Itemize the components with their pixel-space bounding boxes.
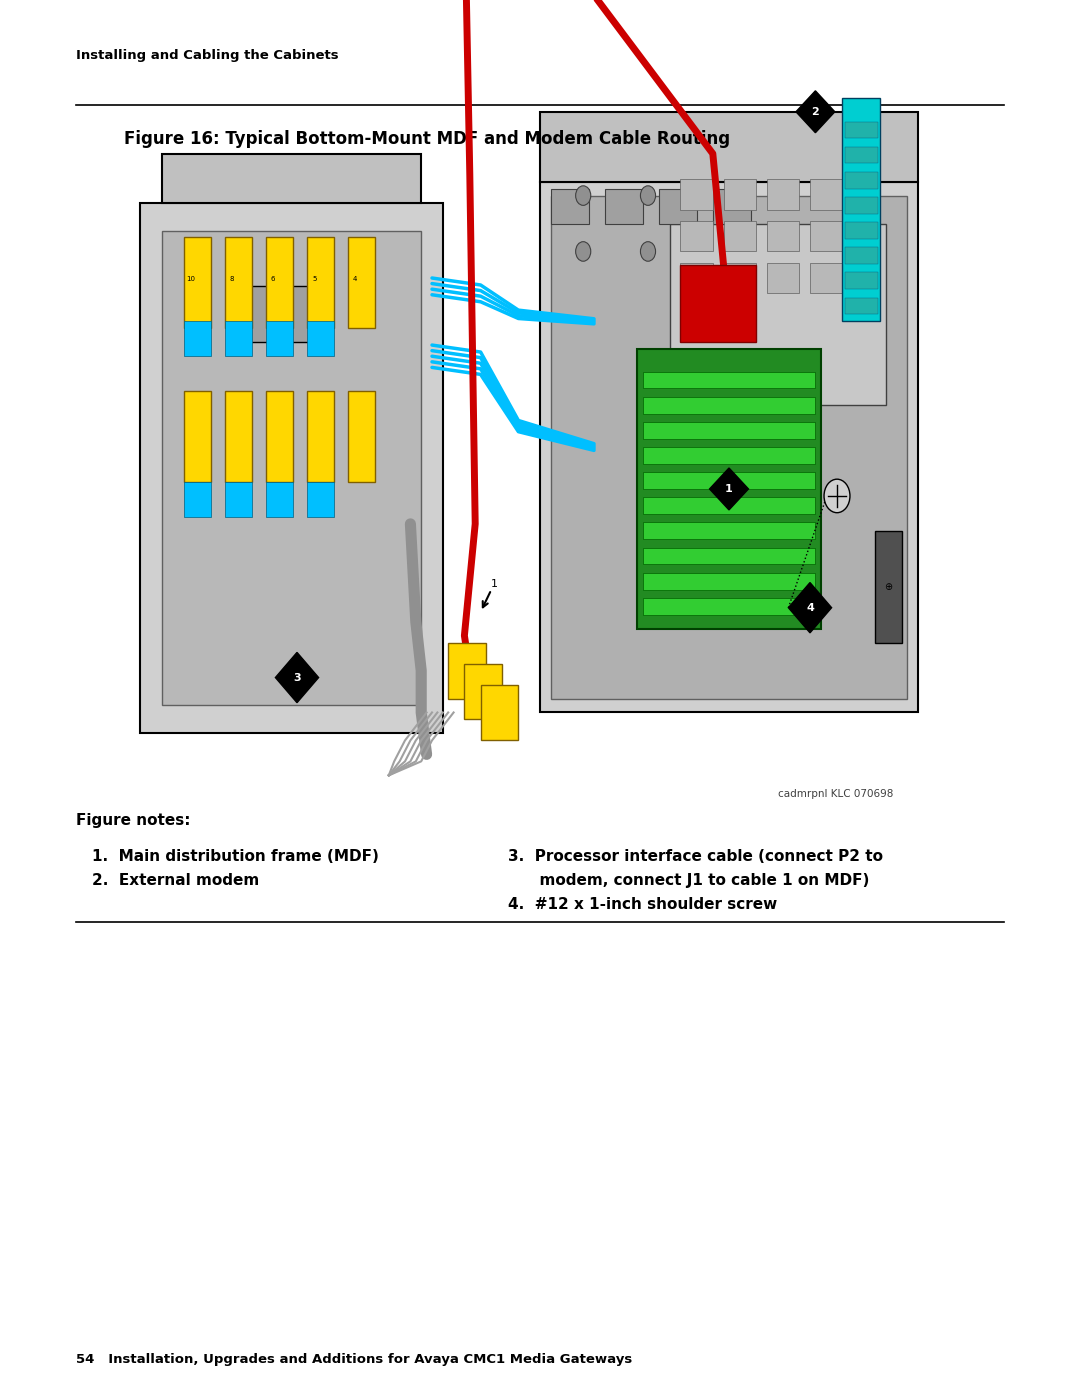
Polygon shape bbox=[796, 91, 835, 133]
Bar bbox=[448, 643, 486, 698]
Bar bbox=[551, 189, 589, 224]
Text: 1.  Main distribution frame (MDF): 1. Main distribution frame (MDF) bbox=[92, 849, 379, 865]
Bar bbox=[225, 237, 252, 328]
Bar bbox=[643, 472, 815, 489]
Ellipse shape bbox=[643, 517, 697, 573]
Bar bbox=[724, 263, 756, 293]
Text: 2.  External modem: 2. External modem bbox=[92, 873, 259, 888]
Polygon shape bbox=[710, 468, 748, 510]
Bar bbox=[643, 548, 815, 564]
Bar bbox=[643, 522, 815, 539]
Circle shape bbox=[640, 242, 656, 261]
Bar bbox=[643, 573, 815, 590]
Text: 4: 4 bbox=[353, 277, 357, 282]
Text: 3: 3 bbox=[293, 672, 301, 683]
Text: 4: 4 bbox=[806, 602, 814, 613]
Text: cadmrpnl KLC 070698: cadmrpnl KLC 070698 bbox=[778, 789, 893, 799]
Bar bbox=[348, 237, 375, 328]
Bar bbox=[810, 221, 842, 251]
Bar bbox=[845, 298, 878, 314]
Bar bbox=[184, 237, 211, 328]
Text: 10: 10 bbox=[187, 277, 195, 282]
Text: 5: 5 bbox=[312, 277, 316, 282]
Bar bbox=[845, 172, 878, 189]
Text: 2: 2 bbox=[811, 106, 820, 117]
Bar bbox=[643, 497, 815, 514]
Text: 8: 8 bbox=[230, 277, 234, 282]
Bar bbox=[307, 482, 334, 517]
Text: 1: 1 bbox=[491, 578, 498, 590]
Text: 4.  #12 x 1-inch shoulder screw: 4. #12 x 1-inch shoulder screw bbox=[508, 897, 777, 912]
Bar bbox=[184, 482, 211, 517]
Bar bbox=[680, 179, 713, 210]
Bar bbox=[845, 147, 878, 163]
Bar bbox=[810, 179, 842, 210]
Bar bbox=[540, 182, 918, 712]
Bar bbox=[307, 391, 334, 482]
Text: Installing and Cabling the Cabinets: Installing and Cabling the Cabinets bbox=[76, 49, 338, 61]
Text: modem, connect J1 to cable 1 on MDF): modem, connect J1 to cable 1 on MDF) bbox=[508, 873, 869, 888]
Bar bbox=[670, 224, 886, 405]
Text: Figure 16: Typical Bottom-Mount MDF and Modem Cable Routing: Figure 16: Typical Bottom-Mount MDF and … bbox=[124, 130, 730, 148]
Bar bbox=[875, 531, 902, 643]
Bar bbox=[140, 203, 443, 733]
Bar bbox=[643, 447, 815, 464]
Bar bbox=[659, 189, 697, 224]
Bar bbox=[248, 286, 313, 342]
Bar bbox=[643, 598, 815, 615]
Bar bbox=[724, 221, 756, 251]
Bar bbox=[266, 482, 293, 517]
Circle shape bbox=[824, 479, 850, 513]
Bar bbox=[767, 263, 799, 293]
Bar bbox=[643, 397, 815, 414]
Bar bbox=[551, 196, 907, 698]
Bar bbox=[266, 237, 293, 328]
Bar bbox=[184, 391, 211, 482]
Bar bbox=[680, 221, 713, 251]
Bar bbox=[162, 154, 421, 203]
Bar bbox=[845, 197, 878, 214]
Bar bbox=[767, 221, 799, 251]
Bar bbox=[845, 247, 878, 264]
Bar bbox=[307, 321, 334, 356]
Bar bbox=[266, 391, 293, 482]
Bar bbox=[605, 189, 643, 224]
Text: Figure notes:: Figure notes: bbox=[76, 813, 190, 828]
Bar bbox=[842, 98, 880, 321]
Circle shape bbox=[576, 186, 591, 205]
Circle shape bbox=[576, 242, 591, 261]
Bar bbox=[540, 112, 918, 182]
Text: 6: 6 bbox=[271, 277, 275, 282]
Bar bbox=[643, 372, 815, 388]
Bar bbox=[845, 122, 878, 138]
Bar bbox=[643, 422, 815, 439]
Bar bbox=[225, 391, 252, 482]
Text: 3.  Processor interface cable (connect P2 to: 3. Processor interface cable (connect P2… bbox=[508, 849, 882, 865]
Bar bbox=[680, 263, 713, 293]
Bar bbox=[845, 272, 878, 289]
Bar bbox=[724, 179, 756, 210]
Bar bbox=[225, 321, 252, 356]
Circle shape bbox=[640, 186, 656, 205]
Bar bbox=[810, 263, 842, 293]
Bar bbox=[680, 265, 756, 342]
Bar bbox=[845, 222, 878, 239]
Bar bbox=[225, 482, 252, 517]
Bar bbox=[464, 664, 502, 719]
Bar bbox=[481, 685, 518, 740]
Bar bbox=[266, 321, 293, 356]
Bar bbox=[162, 231, 421, 705]
Polygon shape bbox=[788, 583, 832, 633]
Text: 54   Installation, Upgrades and Additions for Avaya CMC1 Media Gateways: 54 Installation, Upgrades and Additions … bbox=[76, 1354, 632, 1366]
Bar bbox=[767, 179, 799, 210]
Bar bbox=[713, 189, 751, 224]
Text: 1: 1 bbox=[725, 483, 733, 495]
Bar bbox=[307, 237, 334, 328]
Bar bbox=[348, 391, 375, 482]
Bar bbox=[184, 321, 211, 356]
Text: ⊕: ⊕ bbox=[883, 581, 892, 592]
Bar bbox=[637, 349, 821, 629]
Polygon shape bbox=[275, 652, 319, 703]
